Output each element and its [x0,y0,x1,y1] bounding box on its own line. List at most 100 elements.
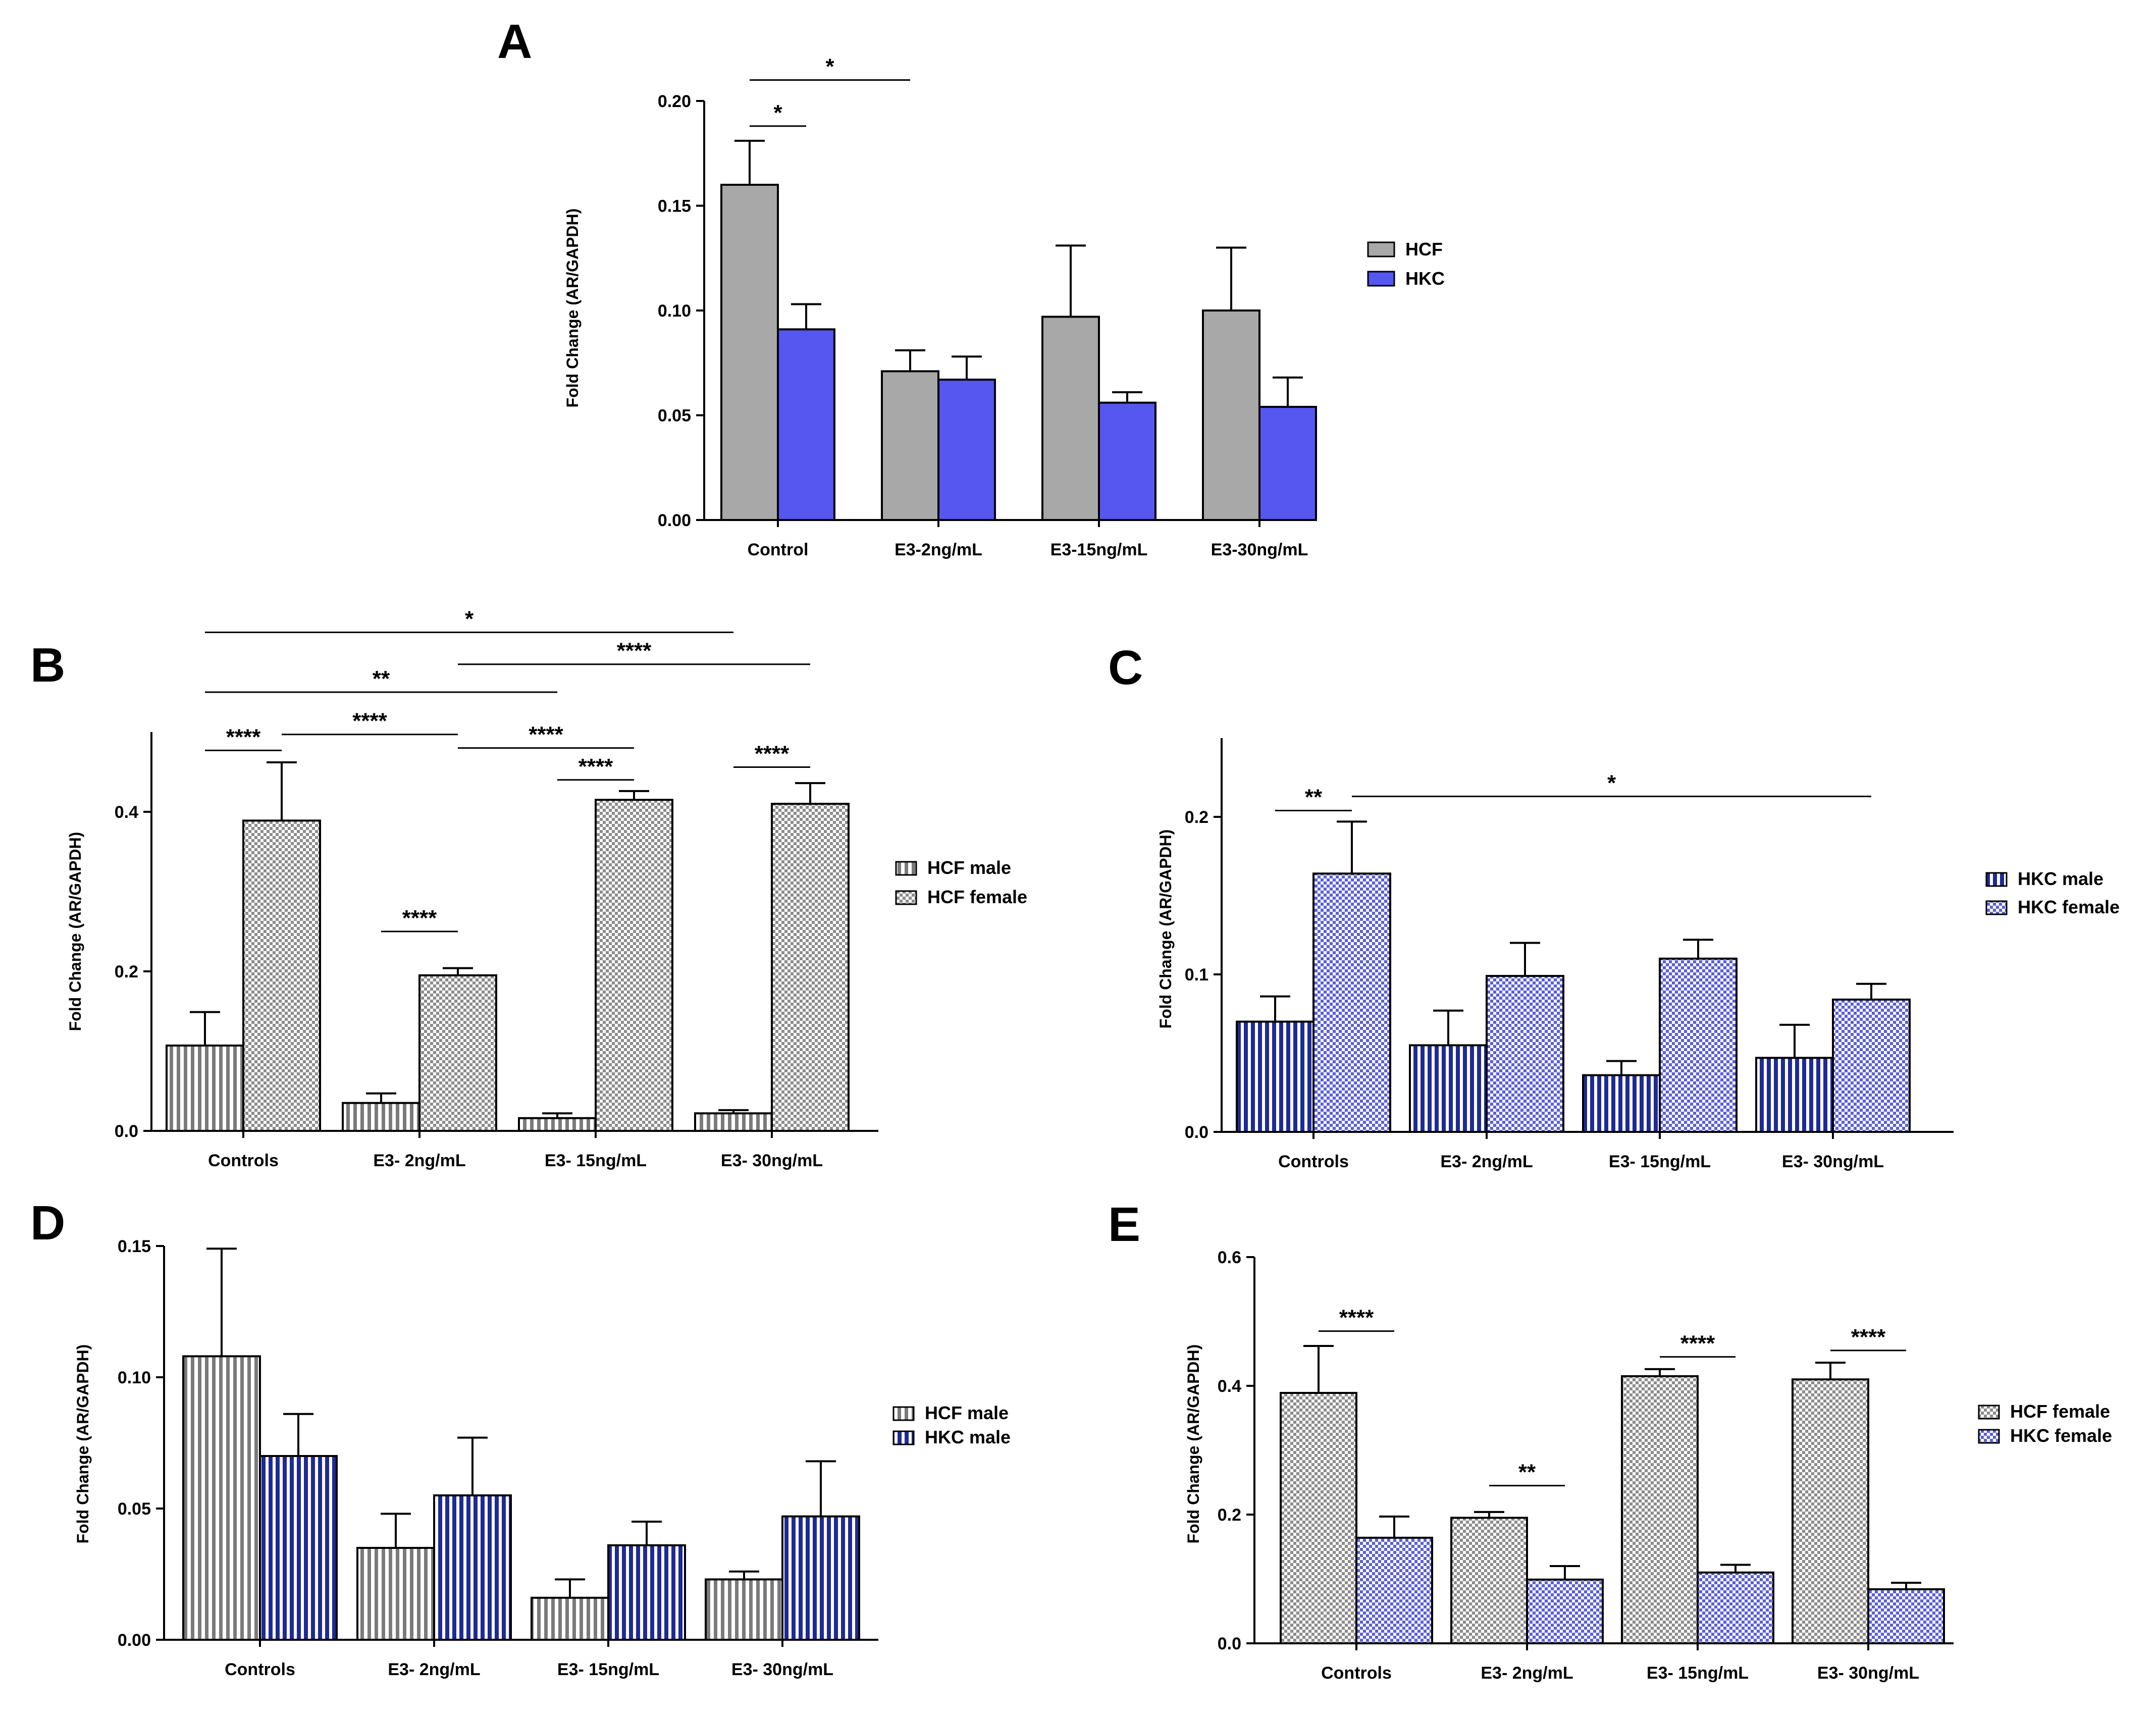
bar [777,328,835,521]
y-tick-label: 0.05 [658,406,691,426]
x-tick-label: E3- 2ng/mL [373,1151,465,1170]
y-tick-label: 0.6 [1218,1248,1241,1267]
panel-e: E Fold Change (AR/GAPDH) 0.0 0.2 0.4 0.6 Contr… [1108,1198,2112,1683]
y-tick-label: 0.15 [658,197,691,216]
x-tick-label: E3- 2ng/mL [1440,1152,1533,1171]
legend: HCF HKC [1367,239,1445,289]
bar [1697,1571,1774,1644]
bar [1450,1517,1528,1644]
bar [166,1044,244,1132]
significance-label: **** [226,724,261,749]
bar [1236,1020,1314,1133]
x-tick-label: E3- 30ng/mL [1782,1152,1884,1171]
y-tick-label: 0.20 [658,92,691,111]
x-tick-label: E3- 30ng/mL [731,1660,833,1679]
bar [1312,872,1391,1133]
panel-label: A [497,15,532,69]
legend-label: HCF female [927,887,1027,907]
y-tick-label: 0.05 [118,1499,151,1519]
bar [342,1102,420,1132]
significance-label: ** [373,666,390,691]
x-tick-label: Controls [225,1660,295,1679]
bar [1621,1375,1699,1644]
significance-label: **** [1339,1306,1374,1330]
bar [531,1596,609,1641]
y-tick-label: 0.00 [118,1631,151,1650]
x-tick-label: E3- 30ng/mL [721,1151,823,1170]
y-tick-label: 0.2 [1218,1505,1241,1525]
bar [1486,975,1564,1133]
significance-label: ** [1518,1460,1536,1485]
bar [694,1112,773,1132]
bar [418,974,497,1132]
legend-label: HKC male [925,1427,1011,1447]
y-tick-label: 0.4 [115,803,138,822]
significance-label: **** [579,754,613,779]
legend-swatch [1985,872,2008,887]
x-tick-label: E3- 30ng/mL [1817,1664,1919,1683]
legend-label: HKC female [2018,897,2120,917]
panel-a: A Fold Change (AR/GAPDH) 0.00 0.05 0.10 0.15 0… [497,15,1445,559]
y-tick-label: 0.0 [1218,1634,1241,1653]
y-tick-label: 0.10 [118,1368,151,1387]
legend-label: HCF [1405,239,1443,259]
y-tick-label: 0.2 [1185,808,1208,827]
bar [1832,998,1911,1133]
x-tick-label: E3-30ng/mL [1211,540,1308,559]
panel-c: C Fold Change (AR/GAPDH) 0.0 0.1 0.2 Controls… [1108,641,2120,1171]
bar [607,1544,686,1641]
bar [720,184,779,521]
significance-label: * [1607,770,1616,795]
bar [781,1515,860,1641]
legend-swatch [895,861,917,876]
significance-label: * [825,55,834,79]
legend: HKC male HKC female [1985,868,2120,917]
significance-label: **** [617,639,652,663]
y-axis-title: Fold Change (AR/GAPDH) [563,209,582,408]
y-tick-label: 0.10 [658,301,691,321]
y-tick-label: 0.0 [1185,1123,1208,1142]
significance-label: **** [402,906,437,930]
bar [705,1578,783,1641]
legend-label: HCF female [2010,1401,2110,1422]
y-tick-label: 0.00 [658,511,691,530]
bar [1792,1378,1869,1644]
legend-swatch [1985,900,2008,915]
bar [259,1455,338,1641]
y-axis-title: Fold Change (AR/GAPDH) [1156,829,1175,1029]
legend-label: HKC [1405,268,1445,289]
x-tick-label: E3- 2ng/mL [388,1660,480,1679]
bar [1582,1074,1661,1133]
bar [1755,1057,1834,1133]
legend: HCF female HKC female [1978,1401,2112,1446]
significance-label: * [465,607,474,632]
y-axis-title: Fold Change (AR/GAPDH) [1184,1344,1202,1544]
bar [182,1355,261,1641]
x-tick-label: E3-2ng/mL [895,540,982,559]
bar [518,1117,597,1132]
bar [1202,309,1260,521]
y-axis-title: Fold Change (AR/GAPDH) [74,1344,92,1544]
bar [356,1547,435,1641]
bar [1526,1578,1604,1644]
legend-label: HCF male [927,857,1011,878]
significance-label: **** [1680,1331,1715,1356]
x-tick-label: E3- 2ng/mL [1481,1664,1573,1683]
significance-label: **** [755,742,790,766]
legend-swatch [1978,1405,2000,1420]
x-tick-label: E3-15ng/mL [1050,540,1148,559]
bar [1867,1588,1945,1644]
legend-swatch [1367,271,1395,287]
legend-label: HKC male [2018,868,2104,889]
bar [1409,1044,1488,1133]
panel-label: E [1108,1198,1140,1252]
legend-label: HKC female [2010,1425,2112,1446]
panel-label: C [1108,641,1143,695]
bar [433,1494,512,1641]
x-tick-label: Controls [1321,1664,1392,1683]
significance-label: **** [1851,1325,1886,1349]
bar [1041,316,1100,521]
x-tick-label: E3- 15ng/mL [557,1660,659,1679]
y-tick-label: 0.2 [115,962,138,981]
